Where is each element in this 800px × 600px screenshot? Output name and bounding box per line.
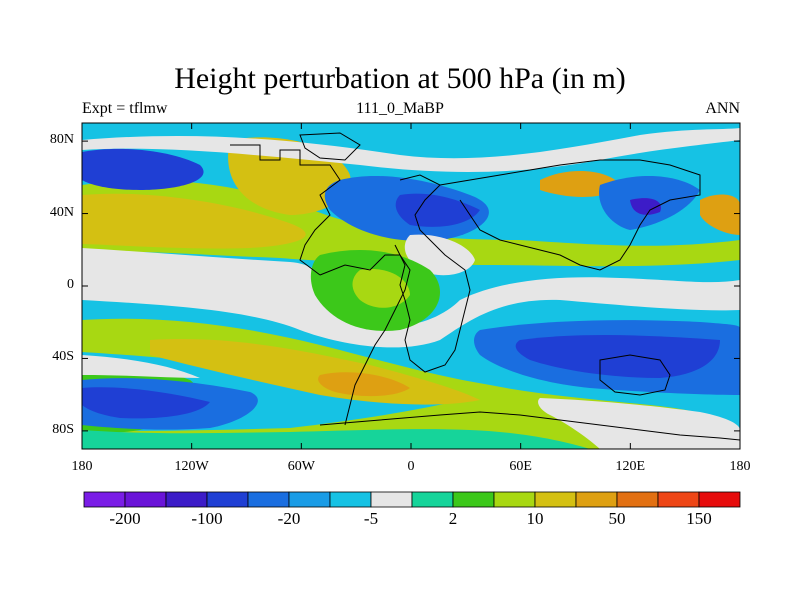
lat-tick-label: 0 <box>67 277 74 292</box>
experiment-label: Expt = tflmw <box>82 100 168 117</box>
colorbar-swatch <box>493 491 536 508</box>
coastline-europe-africa <box>394 174 471 373</box>
colorbar-swatch <box>165 491 208 508</box>
field-neutral-band-high-north <box>82 128 740 172</box>
season-label: ANN <box>705 100 740 117</box>
field-negative-core-asia <box>395 193 480 227</box>
field-neutral-south-west <box>82 355 200 378</box>
colorbar-swatch <box>83 491 126 508</box>
coastline-antarctica <box>319 411 740 441</box>
lon-tick-label: 180 <box>71 459 93 474</box>
colorbar-swatch <box>575 491 618 508</box>
field-positive-pacific <box>700 194 740 235</box>
colorbar-swatch <box>534 491 577 508</box>
lat-axis-ticks <box>82 140 740 432</box>
colorbar-label: 10 <box>526 509 544 528</box>
coastline-greenland <box>299 132 361 161</box>
lon-tick-label: 0 <box>407 459 415 474</box>
colorbar-swatch <box>370 491 413 508</box>
colorbar-swatch <box>452 491 495 508</box>
period-label: 111_0_MaBP <box>356 100 444 117</box>
lon-axis-ticks <box>81 123 741 449</box>
colorbar-label: -20 <box>277 509 301 528</box>
lon-tick-label: 120W <box>174 459 209 474</box>
coastline-north-america <box>230 144 341 276</box>
field-negative-core-south-pacific-inner <box>82 387 210 419</box>
colorbar-swatch <box>124 491 167 508</box>
field-negative-core-siberia-inner <box>630 198 661 215</box>
field-neutral-atlantic <box>404 234 475 276</box>
field-neutral-tropics <box>82 248 740 348</box>
lat-tick-label: 40N <box>49 204 74 220</box>
colorbar-swatch <box>616 491 659 508</box>
colorbar-label: -100 <box>191 509 223 528</box>
lat-tick-label: 80S <box>52 421 74 437</box>
field-positive-core-south-max <box>318 372 410 397</box>
coastline-asia <box>439 159 701 271</box>
field-neutral-south <box>538 398 740 449</box>
lon-tick-label: 60W <box>287 459 315 474</box>
lon-tick-label: 120E <box>615 459 646 474</box>
colorbar-label: 2 <box>448 509 458 528</box>
field-positive-core-north <box>82 193 306 249</box>
lat-tick-label: 80N <box>49 132 74 148</box>
field-neutral-antarctic <box>82 429 590 449</box>
colorbar-swatch <box>288 491 331 508</box>
field-positive-tropics-inner <box>352 269 410 308</box>
colorbar-swatch <box>329 491 372 508</box>
colorbar-label: -5 <box>363 509 379 528</box>
colorbar-label: 50 <box>608 509 626 528</box>
field-negative-core-arctic-west <box>82 148 204 190</box>
coastlines <box>230 132 740 441</box>
contour-field <box>82 123 740 449</box>
colorbar-swatch <box>657 491 700 508</box>
colorbar-swatch <box>247 491 290 508</box>
coastline-australia <box>599 354 671 396</box>
colorbar-swatch <box>206 491 249 508</box>
coastline-south-america <box>319 254 411 426</box>
lon-tick-label: 180 <box>729 459 751 474</box>
colorbar-label: 150 <box>686 509 712 528</box>
lat-tick-label: 40S <box>52 349 74 365</box>
colorbar-swatch <box>411 491 454 508</box>
lon-tick-label: 60E <box>509 459 532 474</box>
colorbar-label: -200 <box>109 509 141 528</box>
colorbar-swatch <box>698 491 741 508</box>
plot-title: Height perturbation at 500 hPa (in m) <box>174 62 626 95</box>
colorbar <box>83 491 741 508</box>
